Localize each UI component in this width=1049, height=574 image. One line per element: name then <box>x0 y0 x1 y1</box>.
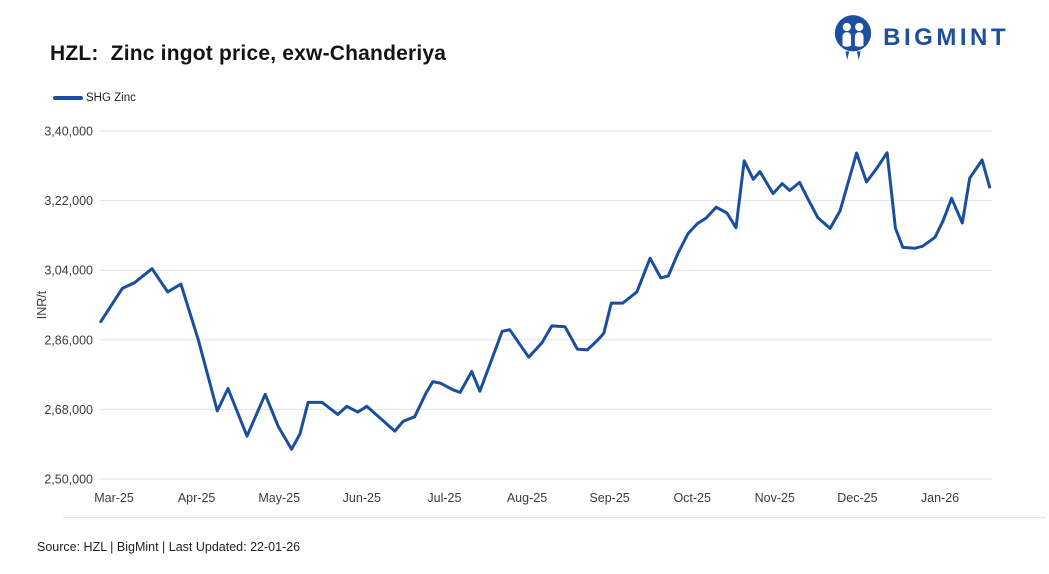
x-tick-label: Jun-25 <box>343 491 381 505</box>
y-tick-label: 3,04,000 <box>44 264 93 278</box>
bigmint-logo-text: BIGMINT <box>883 23 1009 51</box>
x-tick-label: Aug-25 <box>507 491 547 505</box>
y-tick-label: 3,22,000 <box>44 194 93 208</box>
x-tick-label: Sep-25 <box>589 491 629 505</box>
x-tick-label: Oct-25 <box>673 491 711 505</box>
legend-line-swatch <box>53 96 83 100</box>
source-note: Source: HZL | BigMint | Last Updated: 22… <box>37 540 301 554</box>
x-tick-label: Mar-25 <box>94 491 134 505</box>
x-tick-label: Nov-25 <box>755 491 795 505</box>
legend-label: SHG Zinc <box>86 92 136 104</box>
chart-title: HZL: Zinc ingot price, exw-Chanderiya <box>50 42 447 65</box>
bigmint-logo: BIGMINT <box>832 14 1009 61</box>
x-tick-label: Jul-25 <box>427 491 461 505</box>
legend-item-shg-zinc[interactable]: SHG Zinc <box>53 92 136 104</box>
x-tick-label: Dec-25 <box>837 491 877 505</box>
bigmint-logo-icon <box>835 15 872 60</box>
y-tick-label: 3,40,000 <box>44 125 93 139</box>
x-tick-label: Jan-26 <box>921 491 959 505</box>
y-tick-label: 2,86,000 <box>44 333 93 347</box>
x-tick-label: May-25 <box>258 491 300 505</box>
y-tick-label: 2,50,000 <box>44 473 93 487</box>
shg-zinc-price-line <box>99 151 992 451</box>
y-axis-title: INR/t <box>35 290 49 319</box>
x-tick-label: Apr-25 <box>178 491 216 505</box>
y-tick-label: 2,68,000 <box>44 403 93 417</box>
